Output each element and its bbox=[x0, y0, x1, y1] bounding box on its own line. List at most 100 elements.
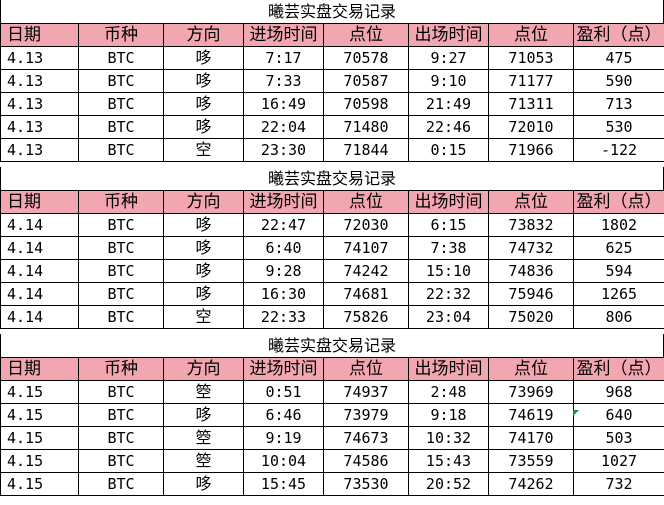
table-cell: 22:32 bbox=[408, 282, 489, 306]
table-cell: 74586 bbox=[323, 449, 409, 473]
table-cell: 594 bbox=[573, 259, 664, 283]
table-cell: 713 bbox=[573, 92, 664, 116]
table-cell: 4.13 bbox=[0, 69, 79, 93]
table-cell: 哆 bbox=[163, 92, 244, 116]
table-cell: BTC bbox=[78, 213, 164, 237]
table-cell: 4.15 bbox=[0, 380, 79, 404]
table-cell: 哆 bbox=[163, 115, 244, 139]
table-cell: 7:17 bbox=[243, 46, 324, 70]
table-cell: 9:19 bbox=[243, 426, 324, 450]
table-cell: 73530 bbox=[323, 472, 409, 496]
header-row: 日期 币种 方向 进场时间 点位 出场时间 点位 盈利（点） bbox=[0, 190, 664, 214]
table-cell: 哆 bbox=[163, 282, 244, 306]
table-cell: 哆 bbox=[163, 213, 244, 237]
header-row: 日期 币种 方向 进场时间 点位 出场时间 点位 盈利（点） bbox=[0, 357, 664, 381]
table-cell: 6:40 bbox=[243, 236, 324, 260]
table-cell: 640 bbox=[573, 403, 664, 427]
column-header: 方向 bbox=[163, 357, 244, 381]
table-cell: BTC bbox=[78, 282, 164, 306]
table-cell: 6:15 bbox=[408, 213, 489, 237]
table-cell: 4.15 bbox=[0, 403, 79, 427]
table-row: 4.14 BTC 空 22:33 75826 23:04 75020 806 bbox=[0, 305, 664, 329]
table-cell: 71844 bbox=[323, 138, 409, 162]
table-cell: BTC bbox=[78, 138, 164, 162]
trade-table: 日期 币种 方向 进场时间 点位 出场时间 点位 盈利（点） 4.13 BTC 哆 7:17 70578… bbox=[0, 23, 664, 162]
table-cell: 22:04 bbox=[243, 115, 324, 139]
table-cell: 箜 bbox=[163, 426, 244, 450]
table-cell: 806 bbox=[573, 305, 664, 329]
table-row: 4.13 BTC 哆 7:17 70578 9:27 71053 475 bbox=[0, 46, 664, 70]
table-cell: 哆 bbox=[163, 46, 244, 70]
table-cell: 哆 bbox=[163, 69, 244, 93]
column-header: 盈利（点） bbox=[573, 190, 664, 214]
table-cell: 4.14 bbox=[0, 213, 79, 237]
table-cell: 74681 bbox=[323, 282, 409, 306]
table-cell: 哆 bbox=[163, 236, 244, 260]
column-header: 盈利（点） bbox=[573, 357, 664, 381]
table-cell: 22:46 bbox=[408, 115, 489, 139]
table-cell: BTC bbox=[78, 46, 164, 70]
table-row: 4.14 BTC 哆 16:30 74681 22:32 75946 1265 bbox=[0, 282, 664, 306]
table-cell: 4.13 bbox=[0, 138, 79, 162]
table-cell: 530 bbox=[573, 115, 664, 139]
table-cell: 23:04 bbox=[408, 305, 489, 329]
table-cell: 箜 bbox=[163, 380, 244, 404]
table-cell: 哆 bbox=[163, 259, 244, 283]
table-cell: 9:10 bbox=[408, 69, 489, 93]
column-header: 出场时间 bbox=[408, 190, 489, 214]
table-cell: 74170 bbox=[488, 426, 574, 450]
table-cell: 20:52 bbox=[408, 472, 489, 496]
table-cell: 4.14 bbox=[0, 282, 79, 306]
table-row: 4.13 BTC 哆 16:49 70598 21:49 71311 713 bbox=[0, 92, 664, 116]
table-cell: 74242 bbox=[323, 259, 409, 283]
table-cell: 22:47 bbox=[243, 213, 324, 237]
column-header: 出场时间 bbox=[408, 357, 489, 381]
table-cell: 9:27 bbox=[408, 46, 489, 70]
table-cell: 71966 bbox=[488, 138, 574, 162]
section-title: 曦芸实盘交易记录 bbox=[0, 334, 664, 358]
table-cell: 哆 bbox=[163, 472, 244, 496]
table-cell: 15:45 bbox=[243, 472, 324, 496]
table-row: 4.15 BTC 哆 15:45 73530 20:52 74262 732 bbox=[0, 472, 664, 496]
table-row: 4.13 BTC 空 23:30 71844 0:15 71966 -122 bbox=[0, 138, 664, 162]
table-cell: 70587 bbox=[323, 69, 409, 93]
column-header: 出场时间 bbox=[408, 23, 489, 47]
table-cell: 15:10 bbox=[408, 259, 489, 283]
table-cell: 71311 bbox=[488, 92, 574, 116]
column-header: 点位 bbox=[323, 23, 409, 47]
table-cell: 74937 bbox=[323, 380, 409, 404]
table-cell: 4.14 bbox=[0, 236, 79, 260]
table-row: 4.13 BTC 哆 7:33 70587 9:10 71177 590 bbox=[0, 69, 664, 93]
column-header: 点位 bbox=[488, 190, 574, 214]
table-cell: 4.13 bbox=[0, 115, 79, 139]
table-cell: 4.15 bbox=[0, 472, 79, 496]
table-cell: 74732 bbox=[488, 236, 574, 260]
column-header: 点位 bbox=[488, 23, 574, 47]
cell-comment-marker bbox=[573, 410, 579, 416]
table-row: 4.14 BTC 哆 6:40 74107 7:38 74732 625 bbox=[0, 236, 664, 260]
table-cell: 70598 bbox=[323, 92, 409, 116]
table-cell: 0:51 bbox=[243, 380, 324, 404]
table-cell: -122 bbox=[573, 138, 664, 162]
table-row: 4.15 BTC 箜 9:19 74673 10:32 74170 503 bbox=[0, 426, 664, 450]
header-row: 日期 币种 方向 进场时间 点位 出场时间 点位 盈利（点） bbox=[0, 23, 664, 47]
column-header: 币种 bbox=[78, 357, 164, 381]
table-cell: 71053 bbox=[488, 46, 574, 70]
table-cell: BTC bbox=[78, 472, 164, 496]
table-cell: 73979 bbox=[323, 403, 409, 427]
table-cell: BTC bbox=[78, 236, 164, 260]
column-header: 点位 bbox=[323, 357, 409, 381]
table-cell: 6:46 bbox=[243, 403, 324, 427]
table-cell: 4.13 bbox=[0, 92, 79, 116]
column-header: 日期 bbox=[0, 23, 79, 47]
table-cell: 9:28 bbox=[243, 259, 324, 283]
table-cell: 10:32 bbox=[408, 426, 489, 450]
table-cell: 9:18 bbox=[408, 403, 489, 427]
table-row: 4.13 BTC 哆 22:04 71480 22:46 72010 530 bbox=[0, 115, 664, 139]
table-cell: 74836 bbox=[488, 259, 574, 283]
table-cell: 74619 bbox=[488, 403, 574, 427]
table-cell: 1265 bbox=[573, 282, 664, 306]
table-cell: BTC bbox=[78, 259, 164, 283]
table-cell: 1802 bbox=[573, 213, 664, 237]
